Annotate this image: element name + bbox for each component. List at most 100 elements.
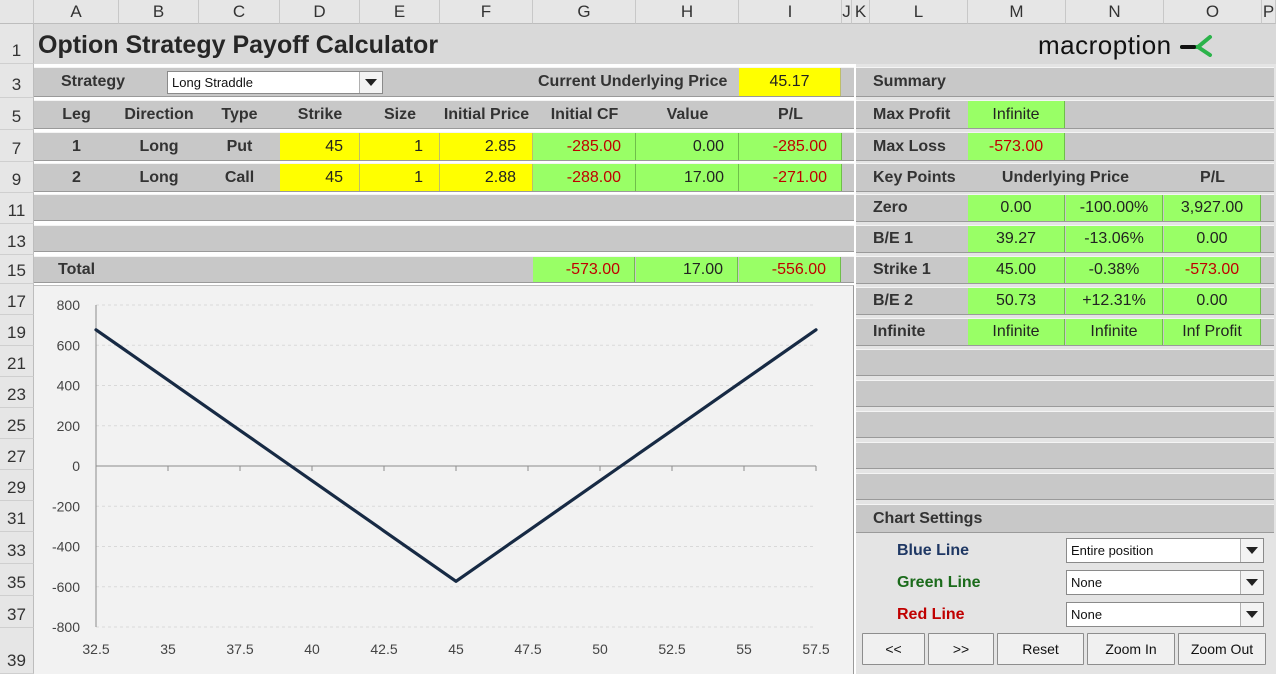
select-all-corner[interactable] [0, 0, 34, 24]
scroll-right-button[interactable]: >> [928, 633, 994, 665]
header-size: Size [360, 100, 440, 129]
row-header[interactable]: 13 [0, 224, 34, 255]
column-header[interactable]: I [739, 0, 842, 24]
row-header[interactable]: 37 [0, 596, 34, 628]
x-tick-label: 35 [160, 641, 176, 657]
leg-strike-cell[interactable]: 45 [280, 164, 360, 191]
key-point-price: 39.27 [968, 226, 1065, 252]
row-header[interactable]: 23 [0, 377, 34, 408]
empty-row [856, 349, 1274, 376]
dropdown-arrow-icon[interactable] [1240, 539, 1263, 562]
scroll-left-button[interactable]: << [862, 633, 925, 665]
dropdown-arrow-icon[interactable] [1240, 603, 1263, 626]
column-header[interactable]: E [360, 0, 440, 24]
leg-pl-cell: -285.00 [739, 133, 842, 160]
column-header[interactable]: G [533, 0, 636, 24]
x-tick-label: 42.5 [370, 641, 397, 657]
zoom-in-button[interactable]: Zoom In [1087, 633, 1175, 665]
leg-initial-price-cell[interactable]: 2.88 [440, 164, 533, 191]
key-point-pl: 0.00 [1164, 226, 1261, 252]
key-point-pl: Inf Profit [1164, 319, 1261, 345]
brand-name: macroption [1038, 30, 1172, 61]
header-type: Type [199, 100, 280, 129]
row-header[interactable]: 5 [0, 98, 34, 130]
dropdown-arrow-icon[interactable] [1240, 571, 1263, 594]
row-header[interactable]: 29 [0, 470, 34, 501]
green-line-select[interactable]: None [1066, 570, 1264, 595]
leg-strike-cell[interactable]: 45 [280, 133, 360, 160]
column-header[interactable]: C [199, 0, 280, 24]
header-initial-price: Initial Price [440, 100, 533, 129]
kp-underlying-header: Underlying Price [968, 163, 1163, 192]
blue-line-value: Entire position [1071, 543, 1153, 558]
row-header[interactable]: 15 [0, 255, 34, 284]
row-header[interactable]: 19 [0, 315, 34, 346]
row-header[interactable]: 21 [0, 346, 34, 377]
column-header[interactable]: P [1262, 0, 1276, 24]
green-line-value: None [1071, 575, 1102, 590]
row-header[interactable]: 9 [0, 162, 34, 193]
column-header[interactable]: H [636, 0, 739, 24]
x-tick-label: 45 [448, 641, 464, 657]
row-header[interactable]: 35 [0, 564, 34, 596]
column-header[interactable]: F [440, 0, 533, 24]
current-price-input[interactable]: 45.17 [739, 68, 841, 96]
y-tick-label: -600 [52, 579, 80, 595]
row-header[interactable]: 1 [0, 24, 34, 64]
header-value: Value [636, 100, 739, 129]
column-header[interactable]: N [1066, 0, 1164, 24]
column-header[interactable]: M [968, 0, 1066, 24]
key-point-label: Infinite [873, 318, 925, 346]
max-profit-value: Infinite [968, 101, 1065, 128]
header-initial-cf: Initial CF [533, 100, 636, 129]
max-profit-label: Max Profit [873, 100, 950, 129]
strategy-select[interactable]: Long Straddle [167, 71, 383, 94]
row-header[interactable]: 31 [0, 501, 34, 532]
leg-size-cell[interactable]: 1 [360, 164, 440, 191]
green-line-label: Green Line [897, 569, 981, 596]
key-point-pct: -100.00% [1066, 195, 1163, 221]
column-header[interactable]: D [280, 0, 360, 24]
logo-mark-icon [1180, 33, 1214, 57]
header-leg: Leg [34, 100, 119, 129]
row-header[interactable]: 33 [0, 532, 34, 564]
x-tick-label: 37.5 [226, 641, 253, 657]
row-header[interactable]: 7 [0, 130, 34, 162]
leg-size-cell[interactable]: 1 [360, 133, 440, 160]
x-tick-label: 40 [304, 641, 320, 657]
blue-line-select[interactable]: Entire position [1066, 538, 1264, 563]
strategy-row [34, 67, 854, 97]
y-tick-label: 600 [57, 337, 81, 353]
leg-initial-price-cell[interactable]: 2.85 [440, 133, 533, 160]
leg-direction-cell: Long [119, 132, 199, 161]
zoom-out-button[interactable]: Zoom Out [1178, 633, 1266, 665]
dropdown-arrow-icon[interactable] [359, 72, 382, 93]
red-line-label: Red Line [897, 601, 965, 628]
leg-leg-cell: 2 [34, 163, 119, 192]
total-value: 17.00 [636, 257, 738, 282]
column-header[interactable]: L [870, 0, 968, 24]
row-header[interactable]: 25 [0, 408, 34, 439]
column-header[interactable]: O [1164, 0, 1262, 24]
leg-initial-cf-cell: -285.00 [533, 133, 636, 160]
key-point-pct: +12.31% [1066, 288, 1163, 314]
empty-row [856, 442, 1274, 469]
column-header[interactable]: K [852, 0, 870, 24]
row-header[interactable]: 17 [0, 284, 34, 315]
row-header[interactable]: 39 [0, 628, 34, 674]
column-header[interactable]: B [119, 0, 199, 24]
empty-row [856, 473, 1274, 500]
column-header[interactable]: J [842, 0, 852, 24]
reset-button[interactable]: Reset [997, 633, 1084, 665]
column-header[interactable]: A [34, 0, 119, 24]
row-header[interactable]: 3 [0, 64, 34, 98]
row-header[interactable]: 11 [0, 193, 34, 224]
x-tick-label: 50 [592, 641, 608, 657]
key-point-label: Strike 1 [873, 256, 931, 284]
header-direction: Direction [119, 100, 199, 129]
key-point-label: B/E 2 [873, 287, 913, 315]
row-header[interactable]: 27 [0, 439, 34, 470]
red-line-select[interactable]: None [1066, 602, 1264, 627]
summary-heading: Summary [873, 67, 946, 97]
